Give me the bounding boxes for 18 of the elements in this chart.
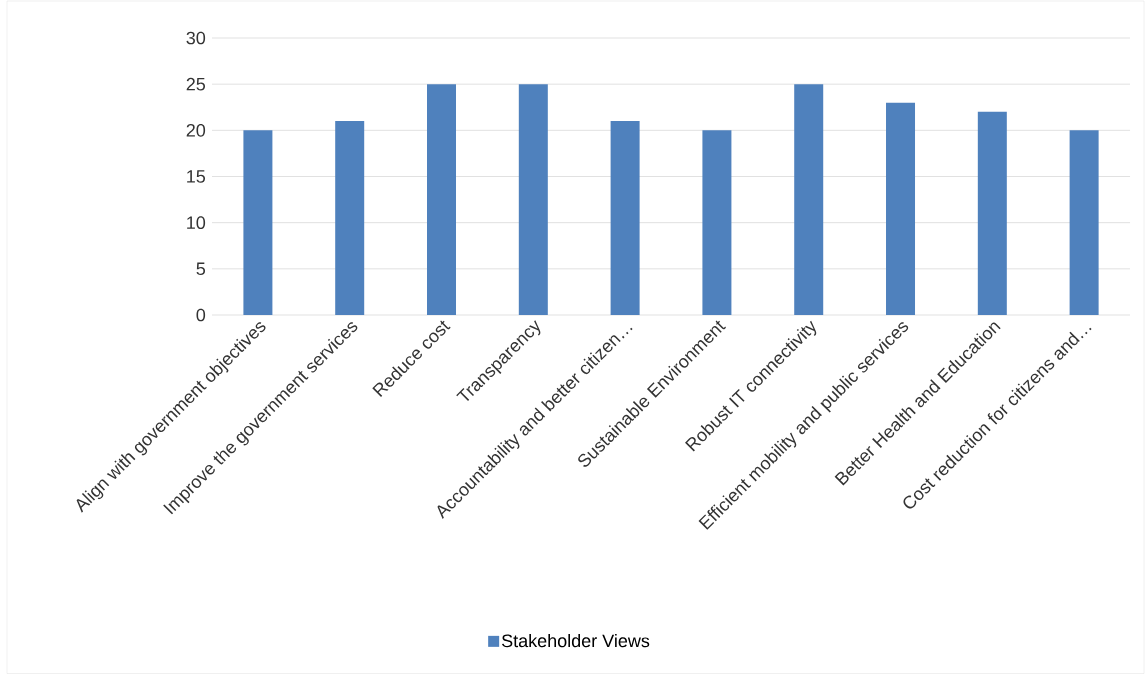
bar [1069,130,1099,315]
y-tick-label: 30 [186,31,206,45]
bar [610,121,640,315]
bar [886,102,916,315]
bar [977,111,1007,315]
y-tick-label: 5 [196,262,206,276]
bar [518,84,548,315]
y-tick-label: 20 [186,123,206,137]
y-tick-label: 15 [187,170,206,183]
y-tick-label: 10 [187,216,206,230]
bar [427,84,456,315]
bar [702,130,732,315]
bar [794,84,824,315]
y-tick-label: 25 [186,77,206,91]
bar [243,130,273,315]
bar [335,121,365,315]
legend-label: Stakeholder Views [501,633,650,648]
y-tick-label: 0 [196,308,206,322]
